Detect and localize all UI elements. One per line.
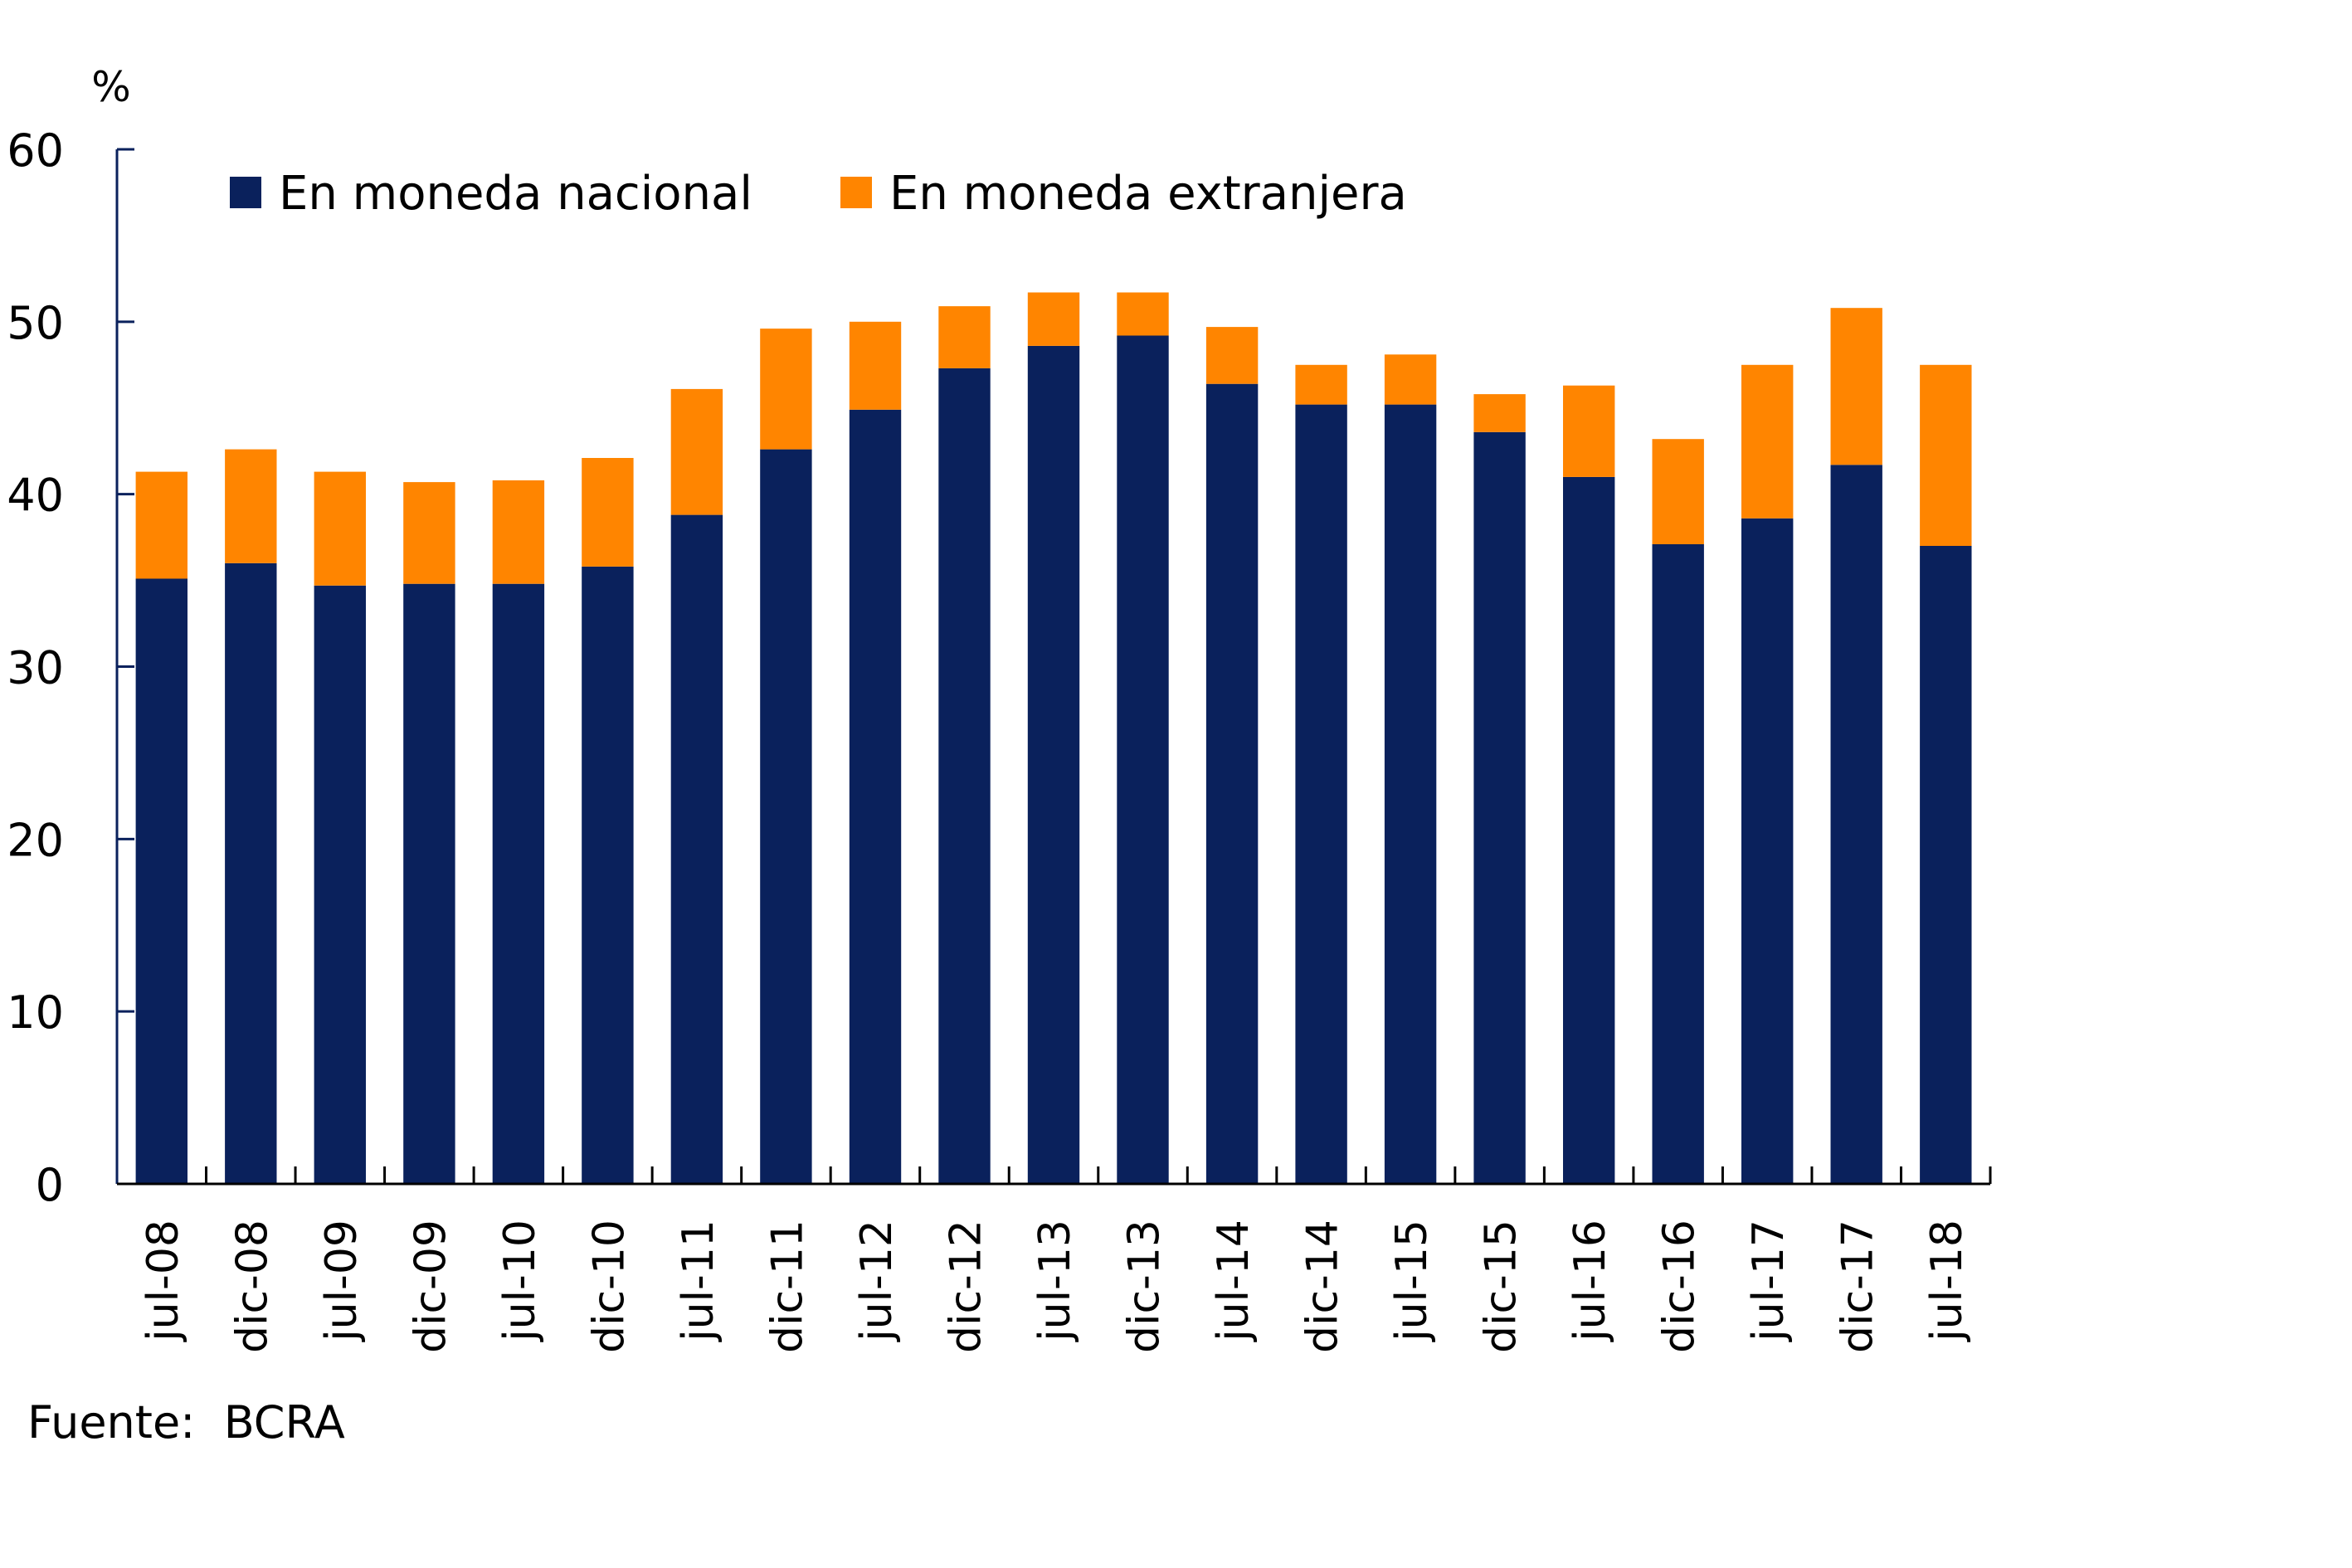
bar-segment-extranjera (1295, 364, 1347, 405)
legend-label-nacional: En moneda nacional (279, 167, 752, 221)
bar-series (135, 292, 1972, 1185)
bar-segment-extranjera (135, 471, 187, 579)
bar-segment-nacional (670, 514, 723, 1184)
bar-segment-extranjera (1473, 394, 1526, 432)
y-tick-label: 30 (7, 642, 64, 694)
bar-segment-extranjera (403, 482, 455, 584)
bar-segment-nacional (582, 567, 634, 1184)
y-tick-label: 50 (7, 297, 64, 349)
x-tick-label: dic-09 (406, 1220, 455, 1353)
y-axis-ticks: 0 10 20 30 40 50 60 (7, 124, 134, 1211)
bar-segment-extranjera (1920, 364, 1972, 546)
bar-segment-nacional (1920, 546, 1972, 1184)
bar-segment-extranjera (1205, 327, 1259, 384)
bar-segment-nacional (1473, 431, 1526, 1184)
bar-segment-extranjera (492, 480, 545, 584)
bar-segment-extranjera (314, 471, 366, 586)
bar-segment-nacional (403, 583, 455, 1184)
bar-segment-extranjera (938, 306, 991, 368)
bar-segment-nacional (1117, 335, 1169, 1184)
y-tick-label: 60 (7, 124, 64, 177)
x-tick-label: jul-13 (1030, 1220, 1080, 1342)
bar-segment-extranjera (849, 321, 902, 410)
x-axis-ticks (205, 1166, 1992, 1184)
x-tick-label: jul-14 (1209, 1220, 1259, 1342)
x-tick-label: jul-15 (1387, 1220, 1437, 1342)
bar-segment-nacional (1652, 543, 1704, 1184)
bar-segment-nacional (849, 409, 902, 1184)
x-tick-label: jul-10 (495, 1220, 545, 1342)
bar-segment-extranjera (1117, 292, 1169, 336)
x-axis-labels: jul-08 dic-08 jul-09 dic-09 jul-10 dic-10 jul-… (139, 1220, 1972, 1353)
bar-segment-extranjera (670, 388, 723, 515)
x-tick-label: jul-12 (852, 1220, 902, 1342)
bar-segment-extranjera (582, 458, 634, 567)
x-tick-label: dic-11 (762, 1220, 812, 1353)
bar-segment-extranjera (1741, 364, 1794, 519)
x-tick-label: jul-09 (317, 1220, 367, 1342)
y-axis-unit-label: % (91, 63, 131, 111)
bar-segment-extranjera (1830, 308, 1882, 465)
y-tick-label: 20 (7, 814, 64, 866)
legend-swatch-extranjera (840, 177, 872, 208)
x-tick-label: dic-15 (1477, 1220, 1527, 1353)
bar-segment-nacional (1563, 476, 1615, 1184)
bar-segment-extranjera (1384, 354, 1437, 405)
source-note: Fuente: BCRA (27, 1396, 345, 1449)
x-tick-label: jul-16 (1566, 1220, 1615, 1342)
bar-segment-nacional (760, 449, 812, 1184)
legend-item-nacional: En moneda nacional (230, 167, 752, 221)
bar-segment-extranjera (1563, 385, 1615, 477)
x-tick-label: jul-08 (139, 1220, 188, 1342)
bar-segment-nacional (1384, 404, 1437, 1185)
legend-item-extranjera: En moneda extranjera (840, 167, 1407, 221)
x-tick-label: dic-13 (1120, 1220, 1170, 1353)
bar-segment-nacional (492, 583, 545, 1184)
bar-segment-nacional (225, 562, 277, 1184)
bar-segment-nacional (314, 585, 366, 1184)
x-tick-label: dic-08 (227, 1220, 277, 1353)
legend-label-extranjera: En moneda extranjera (889, 167, 1407, 221)
x-tick-label: dic-10 (584, 1220, 634, 1353)
bar-segment-nacional (1741, 518, 1794, 1184)
bar-segment-nacional (1205, 383, 1259, 1184)
bar-segment-extranjera (760, 329, 812, 450)
bar-segment-nacional (135, 578, 187, 1184)
x-tick-label: jul-18 (1922, 1220, 1972, 1342)
x-tick-label: dic-17 (1833, 1220, 1883, 1353)
x-tick-label: dic-14 (1298, 1220, 1348, 1353)
bar-segment-extranjera (1652, 439, 1704, 544)
bar-segment-nacional (1295, 404, 1347, 1185)
x-tick-label: dic-12 (942, 1220, 991, 1353)
bar-segment-nacional (1830, 465, 1882, 1184)
bar-segment-extranjera (225, 449, 277, 563)
y-tick-label: 0 (36, 1159, 64, 1211)
y-tick-label: 40 (7, 470, 64, 522)
x-tick-label: jul-11 (674, 1220, 723, 1342)
x-tick-label: jul-17 (1744, 1220, 1794, 1342)
x-tick-label: dic-16 (1655, 1220, 1705, 1353)
bar-segment-nacional (938, 368, 991, 1184)
bar-segment-nacional (1027, 345, 1080, 1184)
bar-segment-extranjera (1027, 292, 1080, 346)
legend: En moneda nacional En moneda extranjera (230, 167, 1407, 221)
y-tick-label: 10 (7, 986, 64, 1039)
legend-swatch-nacional (230, 177, 261, 208)
